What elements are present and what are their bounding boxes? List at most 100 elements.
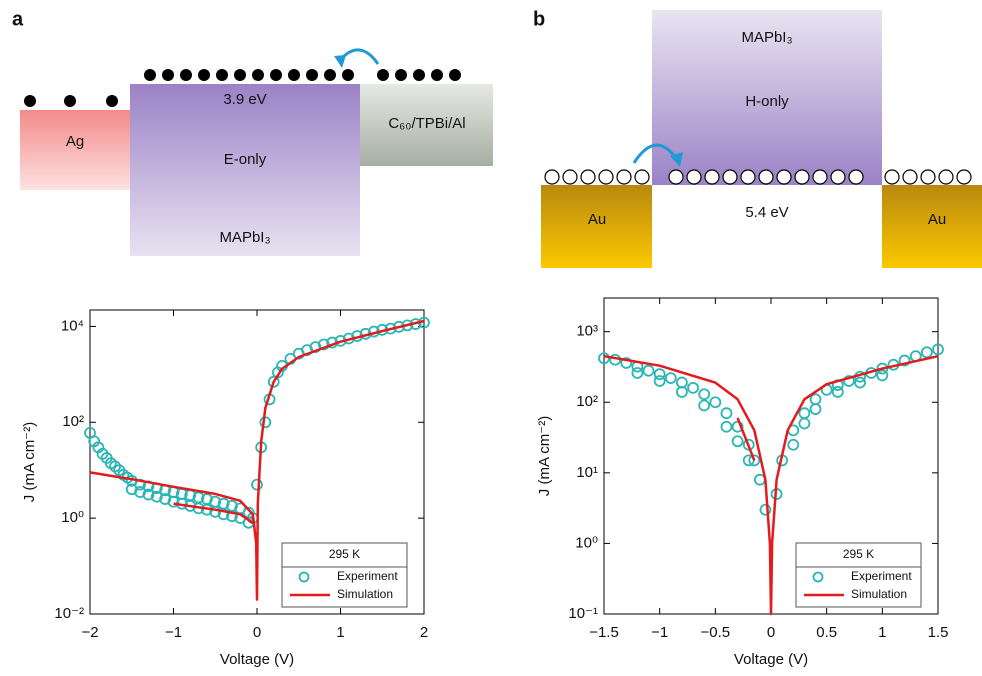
experiment-point — [642, 364, 655, 377]
x-tick-label: −1 — [165, 624, 182, 641]
contact-label: C₆₀/TPBi/Al — [388, 115, 465, 132]
x-tick-label: 1 — [878, 624, 886, 641]
legend-box — [795, 542, 922, 608]
device-label: H-only — [745, 93, 789, 110]
material-label: MAPbI₃ — [219, 229, 270, 246]
hop-arrow — [338, 48, 380, 65]
simulation-line — [603, 354, 939, 616]
electrons — [24, 69, 461, 107]
x-axis-label: Voltage (V) — [734, 651, 808, 668]
experiment-point — [709, 396, 722, 409]
y-axis-label: J (mA cm⁻²) — [536, 416, 553, 496]
hop-arrow — [632, 143, 678, 164]
experiment-point — [731, 435, 744, 448]
panel-label: b — [533, 8, 545, 30]
perovskite-block — [130, 84, 360, 256]
x-tick-label: 1.5 — [928, 624, 949, 641]
experiment-point — [809, 403, 822, 415]
x-tick-label: −2 — [81, 624, 98, 641]
experiment-point — [317, 338, 330, 351]
ag-block — [20, 110, 130, 190]
x-tick-label: 0 — [253, 624, 261, 641]
experiment-point — [167, 495, 180, 508]
experiment-point — [809, 393, 822, 406]
experiment-point — [209, 505, 222, 518]
experiment-point — [142, 488, 155, 501]
x-tick-label: −1.5 — [589, 624, 619, 641]
experiment-point — [898, 354, 911, 367]
experiment-point — [653, 375, 666, 387]
y-tick-label: 10⁻² — [54, 605, 84, 622]
energy-label: 3.9 eV — [223, 91, 266, 108]
experiment-point — [798, 407, 811, 420]
experiment-point — [798, 417, 811, 430]
experiment-point — [831, 386, 844, 398]
material-label: MAPbI₃ — [741, 29, 792, 46]
y-tick-label: 10¹ — [576, 464, 598, 481]
y-tick-label: 10⁴ — [61, 317, 84, 334]
y-tick-label: 10⁻¹ — [568, 605, 598, 622]
experiment-point — [226, 510, 238, 523]
experiment-point — [620, 357, 633, 369]
experiment-point — [698, 388, 711, 401]
metal-label: Au — [928, 211, 946, 228]
experiment-point — [664, 372, 677, 384]
metal-label: Ag — [66, 133, 84, 150]
holes — [544, 169, 972, 185]
panel-label: a — [12, 8, 24, 30]
legend-label: Simulation — [851, 587, 907, 601]
legend-title: 295 K — [843, 547, 874, 561]
device-label: E-only — [224, 151, 267, 168]
legend-label: Experiment — [851, 569, 912, 583]
experiment-point — [687, 381, 699, 394]
perovskite-block — [652, 10, 882, 185]
x-tick-label: 0.5 — [816, 624, 837, 641]
experiment-point — [698, 399, 711, 412]
experiment-point — [259, 416, 272, 429]
experiment-point — [748, 454, 761, 467]
y-tick-label: 10³ — [576, 323, 598, 340]
experiment-point — [159, 493, 172, 505]
experiment-point — [251, 478, 263, 491]
plot-area — [598, 343, 944, 616]
au-block — [882, 185, 982, 268]
experiment-point — [217, 508, 230, 521]
y-tick-label: 10² — [576, 393, 598, 410]
x-axis-label: Voltage (V) — [220, 651, 294, 668]
experiment-point — [759, 503, 772, 516]
au-block — [541, 185, 652, 268]
experiment-point — [787, 438, 800, 451]
legend-label: Experiment — [337, 569, 398, 583]
legend-title: 295 K — [329, 547, 360, 561]
plot-area — [84, 316, 430, 601]
experiment-point — [876, 369, 889, 382]
experiment-point — [267, 375, 280, 388]
experiment-point — [843, 375, 855, 387]
x-tick-label: 2 — [420, 624, 428, 641]
experiment-point — [150, 490, 163, 503]
arrow-head — [670, 152, 683, 167]
simulation-line — [89, 319, 425, 601]
experiment-point — [920, 346, 933, 359]
y-tick-label: 10² — [62, 413, 84, 430]
y-tick-label: 10⁰ — [575, 534, 598, 551]
x-tick-label: 1 — [336, 624, 344, 641]
arrow-head — [334, 55, 346, 68]
legend-label: Simulation — [337, 587, 393, 601]
experiment-point — [731, 420, 744, 433]
legend-marker — [812, 571, 824, 583]
legend-box — [281, 542, 408, 608]
x-tick-label: 0 — [767, 624, 775, 641]
x-tick-label: −1 — [651, 624, 668, 641]
experiment-point — [631, 367, 644, 379]
y-axis-label: J (mA cm⁻²) — [21, 422, 38, 502]
energy-label: 5.4 eV — [745, 204, 788, 221]
experiment-point — [134, 486, 147, 498]
contact-block — [360, 84, 493, 166]
y-tick-label: 10⁰ — [61, 509, 84, 526]
experiment-point — [676, 386, 688, 398]
experiment-point — [653, 368, 666, 381]
experiment-point — [720, 407, 733, 420]
experiment-point — [742, 438, 755, 451]
